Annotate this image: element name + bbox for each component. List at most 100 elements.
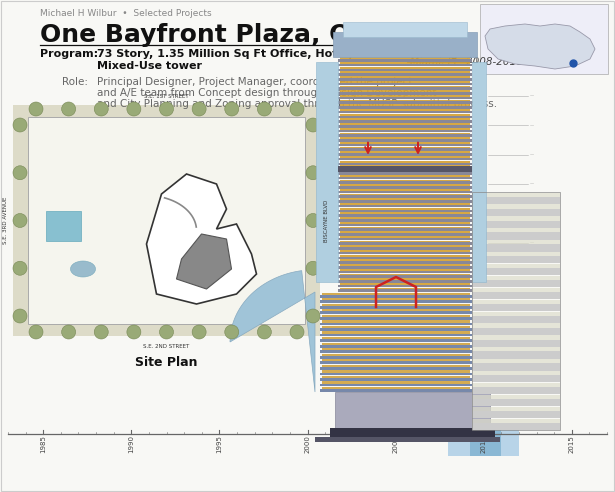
Bar <box>472 300 560 304</box>
Bar <box>338 214 472 217</box>
Bar <box>315 437 500 442</box>
Bar <box>340 198 470 200</box>
Circle shape <box>290 325 304 339</box>
Bar <box>472 192 560 430</box>
Text: 1995: 1995 <box>216 435 223 453</box>
Bar <box>340 278 470 280</box>
Bar <box>338 92 472 94</box>
Text: —: — <box>530 94 534 98</box>
Bar <box>340 62 470 64</box>
Bar <box>340 217 470 219</box>
Bar <box>340 189 470 191</box>
Bar <box>338 243 472 245</box>
Bar <box>338 205 472 208</box>
Bar <box>338 78 472 81</box>
Bar <box>338 134 472 137</box>
Bar <box>338 68 472 71</box>
Polygon shape <box>146 174 256 304</box>
Circle shape <box>94 325 108 339</box>
Bar <box>472 205 560 209</box>
Bar <box>338 59 472 62</box>
Bar <box>13 105 320 336</box>
Bar <box>340 137 470 139</box>
Circle shape <box>306 118 320 132</box>
Bar <box>340 90 470 92</box>
Circle shape <box>224 102 239 116</box>
Bar <box>322 348 470 350</box>
Circle shape <box>306 214 320 227</box>
Bar <box>338 106 472 109</box>
Bar <box>472 324 560 328</box>
Ellipse shape <box>71 261 95 277</box>
Bar <box>340 269 470 271</box>
Bar <box>340 241 470 243</box>
Bar <box>472 280 560 287</box>
Text: 73 Story, 1.35 Million Sq Ft Office, Hotel, Retail & Parking: 73 Story, 1.35 Million Sq Ft Office, Hot… <box>97 49 458 59</box>
Text: One Bayfront Plaza, Office: One Bayfront Plaza, Office <box>40 23 413 47</box>
Text: 2015: 2015 <box>569 435 575 453</box>
Bar <box>472 411 560 418</box>
Bar <box>338 177 472 179</box>
Text: —: — <box>530 211 534 215</box>
Bar <box>480 4 608 74</box>
Bar <box>340 161 470 162</box>
Bar <box>338 97 472 99</box>
Bar <box>340 274 470 276</box>
Bar <box>340 208 470 210</box>
Text: 2000: 2000 <box>304 435 311 453</box>
Bar <box>472 364 560 370</box>
Circle shape <box>127 325 141 339</box>
Bar <box>320 350 472 353</box>
Bar <box>320 389 472 392</box>
Bar <box>338 83 472 85</box>
Bar <box>472 209 560 216</box>
Bar <box>320 311 472 314</box>
Bar <box>322 337 470 339</box>
Bar <box>338 289 472 292</box>
Text: and City Planning and Zoning approval through the MUSP submittal process.: and City Planning and Zoning approval th… <box>97 99 497 109</box>
Text: BISCAYNE BLVD: BISCAYNE BLVD <box>325 199 330 242</box>
Bar <box>338 256 472 259</box>
Bar <box>340 264 470 266</box>
Bar <box>322 365 470 367</box>
Bar <box>472 252 560 256</box>
Bar <box>472 423 560 430</box>
Text: Role:: Role: <box>62 77 88 87</box>
Bar <box>340 152 470 153</box>
Text: Site Plan: Site Plan <box>135 356 198 369</box>
Text: 2010: 2010 <box>481 435 486 453</box>
Bar <box>340 180 470 182</box>
Bar <box>340 203 470 205</box>
Bar <box>472 288 560 292</box>
Bar <box>330 428 495 438</box>
Text: Principal Designer, Project Manager, coordinated the project: Principal Designer, Project Manager, coo… <box>97 77 413 87</box>
Bar <box>340 213 470 214</box>
Bar <box>340 132 470 134</box>
Bar <box>338 73 472 76</box>
Circle shape <box>306 166 320 180</box>
Bar <box>340 222 470 224</box>
Bar <box>28 117 305 324</box>
Bar <box>340 95 470 97</box>
Bar <box>470 430 501 456</box>
Bar <box>340 236 470 238</box>
Bar <box>316 62 338 282</box>
Bar <box>322 315 470 317</box>
Bar <box>340 283 470 285</box>
Bar <box>472 197 560 204</box>
Bar <box>320 295 472 298</box>
Circle shape <box>224 325 239 339</box>
Bar <box>472 276 560 280</box>
Text: —: — <box>530 64 534 68</box>
Bar <box>472 371 560 375</box>
Polygon shape <box>230 271 315 392</box>
Bar <box>320 345 472 347</box>
Bar <box>340 99 470 101</box>
Bar <box>322 359 470 362</box>
Bar <box>338 276 472 278</box>
Bar <box>338 182 472 184</box>
Bar <box>472 292 560 299</box>
Bar <box>320 300 472 303</box>
Bar <box>322 354 470 356</box>
Circle shape <box>13 118 27 132</box>
